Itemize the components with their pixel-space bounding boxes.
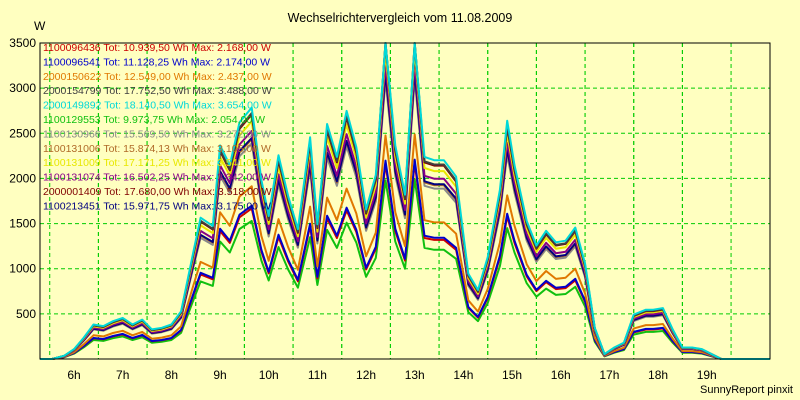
x-tick-label: 14h [453, 368, 473, 382]
footer-credit: SunnyReport pinxit [700, 384, 793, 396]
legend-entry-7: 1100130966 Tot: 15.569,50 Wh Max: 3.272,… [43, 128, 271, 140]
series-line-2 [40, 158, 770, 360]
x-tick-label: 13h [405, 368, 425, 382]
legend-entry-1: 1100096436 Tot: 10.939,50 Wh Max: 2.168,… [43, 42, 271, 54]
legend-entry-3: 2000150622 Tot: 12.549,00 Wh Max: 2.437,… [43, 71, 272, 83]
legend-entry-10: 1100131074 Tot: 16.502,25 Wh Max: 3.342,… [43, 172, 271, 184]
y-tick-label: 2500 [9, 126, 36, 140]
series-line-6 [40, 178, 770, 360]
series-line-3 [40, 133, 770, 360]
legend-entry-5: 2000149892 Tot: 18.140,50 Wh Max: 3.654,… [43, 100, 272, 112]
y-tick-label: 500 [16, 307, 36, 321]
y-tick-label: 1500 [9, 217, 36, 231]
y-axis-unit-label: W [34, 19, 46, 33]
x-tick-label: 7h [116, 368, 129, 382]
x-tick-label: 11h [308, 368, 327, 382]
legend-entry-12: 1100213451 Tot: 15.971,75 Wh Max: 3.175,… [43, 200, 271, 212]
chart-title: Wechselrichtervergleich vom 11.08.2009 [288, 11, 513, 25]
legend-entry-8: 1100131006 Tot: 15.874,13 Wh Max: 3.105,… [43, 143, 271, 155]
legend-entry-11: 2000001409 Tot: 17.680,00 Wh Max: 3.518,… [43, 186, 272, 198]
legend-entry-4: 2000154799 Tot: 17.752,50 Wh Max: 3.488,… [43, 85, 272, 97]
series-line-5 [40, 42, 770, 360]
legend-entry-6: 1100129553 Tot: 9.973,75 Wh Max: 2.054,0… [43, 114, 265, 126]
x-tick-label: 6h [67, 368, 80, 382]
legend: 1100096436 Tot: 10.939,50 Wh Max: 2.168,… [43, 42, 272, 212]
plot-area-frame [39, 42, 771, 360]
y-tick-label: 2000 [9, 171, 36, 185]
series-line-10 [40, 61, 770, 360]
x-tick-label: 9h [213, 368, 226, 382]
x-tick-label: 8h [165, 368, 178, 382]
x-tick-label: 16h [551, 368, 571, 382]
series-lines [40, 42, 770, 360]
x-tick-label: 18h [648, 368, 668, 382]
legend-entry-9: 1100131009 Tot: 17.171,25 Wh Max: 3.541,… [43, 157, 271, 169]
x-tick-label: 12h [356, 368, 376, 382]
x-tick-label: 19h [697, 368, 717, 382]
legend-entry-2: 1100096541 Tot: 11.128,25 Wh Max: 2.174,… [43, 56, 270, 68]
x-tick-label: 10h [259, 368, 279, 382]
x-axis-ticks: 6h 7h 8h 9h 10h 11h 12h 13h 14h 15h 16h 17h 18h 19h [67, 368, 716, 382]
y-axis-ticks: 500 1000 1500 2000 2500 3000 3500 [9, 36, 36, 321]
y-tick-label: 3500 [9, 36, 36, 50]
y-tick-label: 1000 [9, 262, 36, 276]
x-tick-label: 17h [599, 368, 619, 382]
x-tick-label: 15h [502, 368, 522, 382]
y-tick-label: 3000 [9, 81, 36, 95]
